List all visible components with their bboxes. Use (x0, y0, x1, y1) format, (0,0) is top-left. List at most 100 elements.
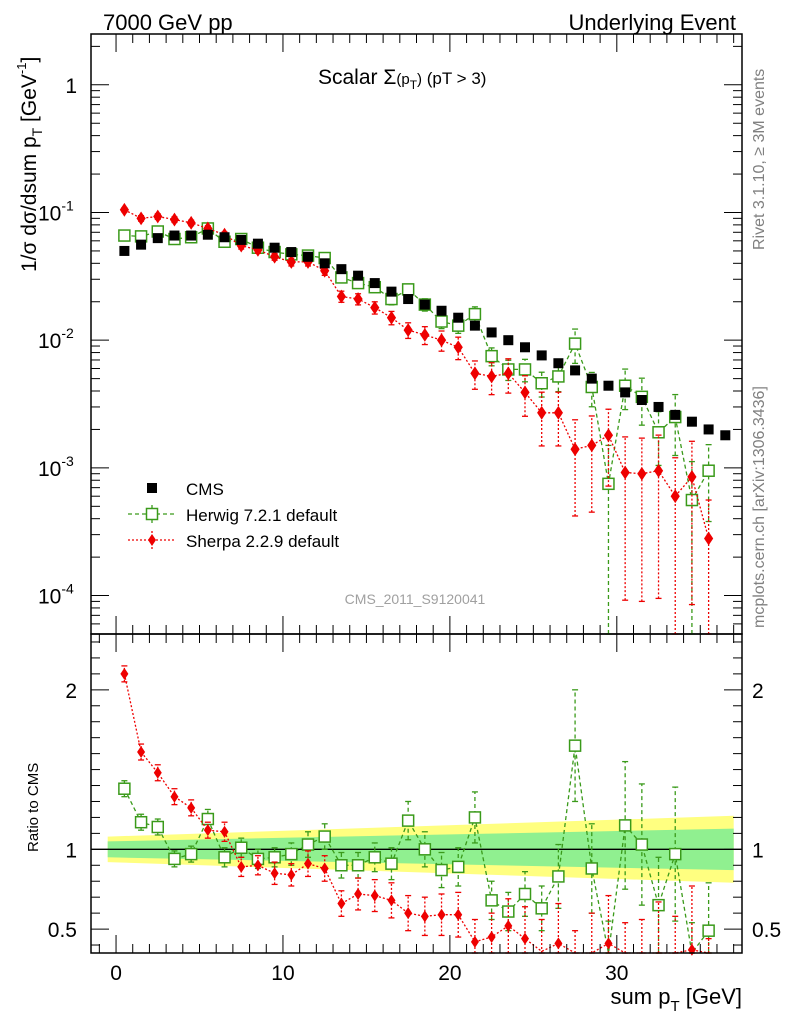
cms-point (686, 416, 697, 427)
herwig-ratio-point (535, 902, 548, 915)
herwig-ratio-point (518, 887, 532, 901)
cms-point (269, 242, 280, 253)
ratio-y-tick-label-right: 0.5 (752, 919, 781, 942)
sherpa-ratio-point (304, 857, 312, 870)
mcplots-label: mcplots.cern.ch [arXiv:1306.3436] (751, 386, 768, 628)
cms-point (152, 233, 163, 244)
herwig-point (468, 307, 482, 321)
cms-point (252, 238, 263, 249)
cms-point (119, 245, 130, 256)
sherpa-point (487, 369, 497, 384)
ratio-y-tick-label-left: 1 (65, 839, 77, 862)
herwig-ratio-point (451, 860, 465, 874)
sherpa-ratio-point (337, 897, 346, 910)
cms-point (520, 342, 530, 353)
herwig-ratio-line (123, 745, 710, 955)
sherpa-point (704, 531, 714, 546)
sherpa-ratio-point (137, 746, 146, 759)
sherpa-ratio-point (120, 667, 129, 680)
sherpa-point (403, 323, 413, 337)
sherpa-point (169, 212, 180, 227)
ratio-y-tick-label-left: 0.5 (48, 919, 77, 942)
sherpa-ratio-point (187, 801, 196, 814)
sherpa-ratio-point (320, 862, 329, 875)
herwig-point (702, 464, 715, 477)
herwig-ratio-point (401, 814, 415, 827)
x-tick-label: 10 (271, 962, 294, 985)
cms-point (219, 232, 230, 243)
sherpa-ratio-point (554, 937, 563, 950)
herwig-ratio-point (285, 847, 298, 861)
herwig-point (118, 229, 131, 242)
cms-point (720, 430, 731, 441)
ratio-y-axis-label: Ratio to CMS (25, 763, 42, 852)
cms-point (603, 380, 614, 391)
herwig-point (435, 315, 448, 328)
herwig-ratio-point (301, 838, 315, 851)
sherpa-point (470, 366, 480, 381)
header-right: Underlying Event (568, 10, 736, 35)
cms-point (620, 387, 631, 398)
cms-point (403, 294, 414, 305)
cms-point (236, 234, 247, 245)
y-tick-label: 1 (65, 75, 77, 98)
sherpa-ratio-point (521, 932, 529, 945)
herwig-ratio-point (418, 843, 432, 856)
herwig-ratio-point (702, 924, 715, 937)
herwig-ratio-point (652, 898, 665, 912)
legend-herwig-label: Herwig 7.2.1 default (186, 506, 337, 525)
sherpa-ratio-point (287, 868, 296, 881)
cms-point (386, 286, 397, 297)
cms-point (286, 247, 297, 258)
x-axis-label: sum pT [GeV] (611, 984, 742, 1015)
sherpa-point (687, 469, 697, 484)
sherpa-point (270, 249, 280, 264)
x-tick-label: 30 (605, 962, 628, 985)
herwig-ratio-point (151, 820, 165, 834)
header-left: 7000 GeV pp (103, 10, 233, 35)
cms-point (570, 365, 581, 376)
sherpa-ratio-point (253, 859, 262, 872)
sherpa-ratio-point (237, 860, 246, 873)
sherpa-point (370, 300, 380, 315)
sherpa-ratio-point (487, 931, 496, 944)
x-tick-label: 0 (110, 962, 122, 985)
sherpa-point (186, 215, 196, 230)
cms-point (553, 358, 564, 369)
sherpa-point (587, 438, 597, 453)
legend-cms-label: CMS (186, 480, 224, 499)
sherpa-point (520, 385, 530, 400)
herwig-ratio-point (134, 815, 148, 829)
herwig-ratio-point (635, 838, 649, 851)
rivet-label: Rivet 3.1.10, ≥ 3M events (751, 69, 768, 250)
cms-point (469, 320, 480, 331)
sherpa-ratio-point (437, 908, 446, 921)
herwig-ratio-point (318, 830, 331, 843)
sherpa-point (386, 310, 397, 325)
cms-point (136, 239, 147, 250)
ratio-y-tick-label-left: 2 (65, 680, 77, 703)
sherpa-point (153, 209, 163, 224)
ratio-y-tick-label-right: 1 (752, 839, 764, 862)
y-tick-label: 10-2 (38, 325, 74, 353)
cms-point (186, 230, 197, 241)
cms-point (453, 312, 464, 323)
herwig-ratio-point (234, 841, 248, 854)
cms-point (369, 278, 380, 289)
cms-point (319, 258, 330, 269)
herwig-ratio-point (351, 859, 365, 872)
sherpa-point (603, 428, 614, 443)
herwig-ratio-point (435, 863, 448, 877)
herwig-point (602, 477, 615, 491)
sherpa-point (453, 340, 463, 355)
herwig-ratio-point (618, 819, 632, 832)
sherpa-ratio-point (270, 867, 279, 880)
herwig-line (124, 227, 710, 502)
legend-sherpa-marker (148, 534, 156, 546)
herwig-ratio-point (585, 862, 599, 875)
herwig-ratio-point (218, 851, 231, 864)
cms-point (703, 424, 714, 435)
sherpa-ratio-point (404, 907, 413, 920)
cms-point (202, 229, 213, 240)
sherpa-point (537, 405, 547, 420)
